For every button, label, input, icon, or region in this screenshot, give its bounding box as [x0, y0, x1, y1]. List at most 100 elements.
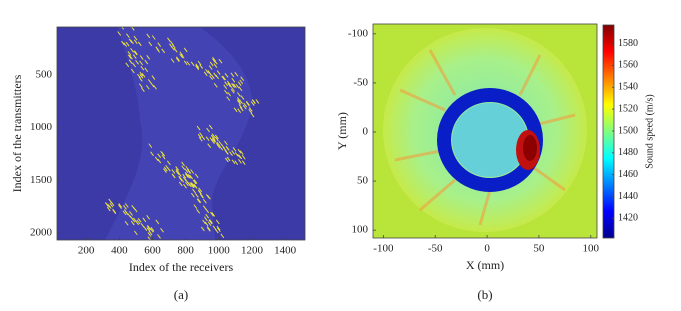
- speckle: [199, 64, 204, 69]
- speckle: [124, 203, 129, 208]
- speckle: [234, 71, 239, 77]
- speckle: [233, 107, 238, 113]
- speckle: [193, 204, 198, 209]
- speckle: [153, 84, 157, 90]
- speckle: [198, 187, 203, 193]
- speckle: [240, 76, 245, 82]
- speckle: [231, 150, 236, 155]
- speckle: [214, 136, 219, 142]
- speckle: [127, 51, 132, 56]
- speckle: [157, 234, 161, 239]
- speckle: [139, 60, 144, 66]
- speckle: [139, 55, 144, 60]
- speckle: [211, 138, 216, 143]
- x-tick-label: 1000: [208, 245, 231, 257]
- speckle: [131, 217, 136, 223]
- speckle: [216, 225, 221, 231]
- x-tick-label: 200: [78, 245, 95, 257]
- speckle: [150, 82, 155, 88]
- speckle: [130, 68, 135, 74]
- speckle: [127, 54, 132, 59]
- speckle: [118, 204, 122, 209]
- speckle: [107, 204, 112, 209]
- colorbar-frame: [602, 24, 615, 239]
- plot-frame: [372, 23, 598, 239]
- speckle: [206, 127, 211, 133]
- colorbar-label: Sound speed (m/s): [644, 94, 655, 168]
- speckle: [125, 62, 130, 68]
- speckle: [209, 137, 214, 142]
- speckle: [123, 42, 128, 47]
- colorbar-tick-label: 1420: [618, 213, 638, 224]
- speckle: [175, 166, 180, 171]
- speckle: [134, 50, 138, 55]
- speckle: [138, 83, 143, 88]
- speckle: [146, 225, 151, 230]
- inner: [452, 103, 528, 177]
- speckle: [213, 63, 218, 68]
- speckle: [208, 219, 213, 225]
- speckle: [237, 99, 241, 104]
- speckle: [231, 83, 235, 88]
- speckle: [129, 54, 133, 60]
- speckle: [148, 41, 153, 47]
- speckle: [168, 43, 173, 48]
- speckle: [133, 39, 138, 45]
- speckle: [135, 60, 139, 65]
- speckle: [237, 81, 242, 87]
- speckle: [148, 230, 153, 236]
- speckle: [145, 84, 150, 90]
- y-tick-label: -50: [353, 76, 368, 88]
- speckle: [216, 143, 221, 149]
- speckle: [181, 161, 185, 167]
- image-a: [57, 27, 305, 240]
- colorbar-tick-label: 1500: [618, 125, 638, 136]
- speckle: [128, 59, 133, 65]
- speckle: [175, 168, 180, 174]
- speckle: [216, 70, 221, 75]
- speckle: [160, 150, 165, 156]
- speckle: [205, 69, 209, 74]
- speckle: [187, 182, 192, 188]
- speckle: [176, 56, 180, 62]
- speckle: [213, 83, 218, 88]
- speckle: [175, 170, 180, 175]
- speckle: [218, 58, 223, 64]
- speckle: [216, 227, 221, 232]
- speckle: [237, 100, 241, 105]
- speckle: [238, 158, 242, 164]
- speckle: [230, 72, 235, 78]
- speckle: [130, 220, 135, 226]
- speckle: [129, 211, 133, 216]
- speckle: [137, 218, 142, 223]
- speckle: [147, 79, 152, 84]
- speckle: [212, 137, 217, 143]
- speckle: [192, 188, 196, 194]
- speckle: [133, 217, 137, 223]
- speckle: [207, 69, 212, 75]
- speckle: [190, 61, 195, 67]
- speckle: [132, 62, 136, 68]
- speckle: [203, 216, 208, 222]
- speckle: [190, 192, 195, 198]
- speckle: [117, 31, 122, 36]
- speckle: [173, 47, 178, 53]
- speckle: [190, 182, 195, 187]
- speckle: [139, 71, 144, 77]
- speckle: [151, 75, 156, 80]
- speckle: [130, 39, 134, 45]
- speckle: [175, 57, 180, 63]
- caption: (b): [477, 287, 492, 302]
- x-tick-label: -50: [428, 243, 443, 255]
- speckle: [198, 136, 203, 142]
- y-tick-label: 1500: [30, 174, 53, 186]
- speckle: [238, 154, 243, 160]
- speckle: [203, 71, 208, 77]
- speckle: [133, 50, 138, 56]
- y-tick-label: 1000: [30, 121, 53, 133]
- colorbar-tick-label: 1580: [618, 38, 638, 49]
- speckle: [195, 65, 200, 71]
- speckle: [155, 46, 160, 52]
- y-tick-label: 0: [363, 126, 369, 138]
- caption: (a): [174, 287, 188, 302]
